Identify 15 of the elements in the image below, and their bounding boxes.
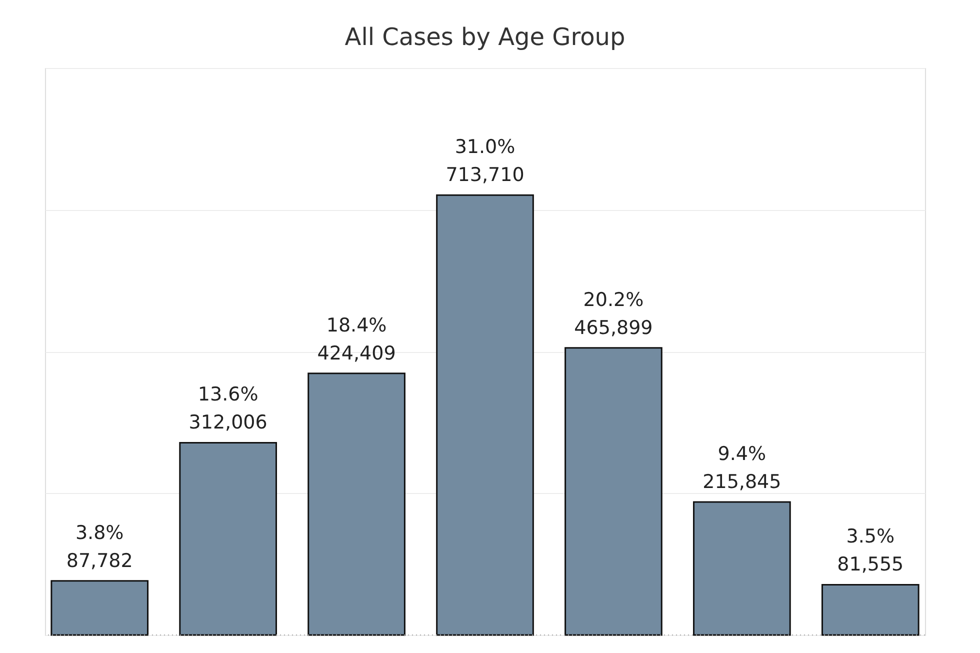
bar xyxy=(179,442,277,636)
bar xyxy=(821,584,920,636)
data-label: 3.5% 81,555 xyxy=(837,526,904,576)
data-label: 18.4% 424,409 xyxy=(317,314,396,364)
bar xyxy=(308,372,406,636)
bar xyxy=(50,580,149,636)
bar xyxy=(564,347,662,636)
data-label: 3.8% 87,782 xyxy=(66,522,133,572)
bar xyxy=(436,194,534,636)
data-label: 31.0% 713,710 xyxy=(446,136,524,186)
data-label: 9.4% 215,845 xyxy=(702,442,782,493)
chart-title: All Cases by Age Group xyxy=(344,23,626,51)
data-label: 13.6% 312,006 xyxy=(188,384,268,434)
data-label: 20.2% 465,899 xyxy=(574,288,653,339)
bar xyxy=(693,501,791,636)
